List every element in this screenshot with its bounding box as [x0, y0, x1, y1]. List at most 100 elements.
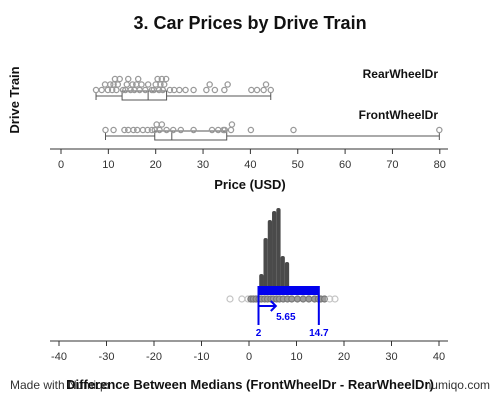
top-panel: Drive Train RearWheelDr FrontWheelDr 0 10… — [7, 66, 448, 192]
bootstrap-point — [299, 295, 307, 303]
data-point-rearwheeldr — [182, 86, 189, 94]
data-point-rearwheeldr — [104, 86, 112, 94]
data-point-frontwheeldr — [121, 126, 128, 134]
data-point-rearwheeldr — [260, 86, 267, 94]
data-point-rearwheeldr — [116, 75, 123, 83]
histogram-bar — [267, 220, 273, 292]
data-point-rearwheeldr — [129, 81, 136, 88]
data-point-frontwheeldr — [290, 126, 297, 134]
box-rearwheeldr — [95, 90, 272, 101]
bootstrap-point — [238, 295, 246, 303]
data-point-rearwheeldr — [267, 86, 275, 94]
x-tick-label-bottom: 40 — [433, 351, 445, 363]
data-point-frontwheeldr — [153, 121, 160, 128]
x-tick-label-bottom: -40 — [51, 351, 67, 363]
data-point-frontwheeldr — [158, 121, 166, 128]
bottom-panel: 2 5.65 14.7 -40 -30 -20 -10 0 10 20 30 40 — [50, 208, 448, 363]
x-tick-label-bottom: 30 — [385, 351, 397, 363]
x-axis-title-bottom: Difference Between Medians (FrontWheelDr… — [66, 377, 434, 392]
data-point-rearwheeldr — [203, 86, 210, 94]
x-tick-label-top: 30 — [197, 159, 209, 171]
data-point-rearwheeldr — [262, 81, 270, 88]
data-point-rearwheeldr — [119, 86, 127, 94]
data-point-rearwheeldr — [144, 81, 152, 88]
x-tick-label-bottom: -30 — [99, 351, 115, 363]
data-point-rearwheeldr — [176, 86, 183, 94]
top-plot-area — [92, 75, 443, 141]
x-tick-label-top: 10 — [102, 159, 114, 171]
data-point-rearwheeldr — [253, 86, 261, 94]
x-axis-ticks-bottom: -40 -30 -20 -10 0 10 20 30 40 — [51, 341, 445, 363]
bootstrap-point — [326, 295, 334, 303]
data-point-rearwheeldr — [124, 75, 132, 83]
data-point-frontwheeldr — [221, 126, 229, 134]
data-point-rearwheeldr — [211, 86, 219, 94]
x-tick-label-bottom: 20 — [338, 351, 350, 363]
data-point-rearwheeldr — [142, 86, 149, 94]
data-point-rearwheeldr — [127, 86, 134, 94]
data-point-rearwheeldr — [160, 81, 168, 88]
data-point-frontwheeldr — [148, 126, 156, 134]
bootstrap-point — [320, 295, 329, 303]
data-point-frontwheeldr — [227, 126, 235, 134]
data-point-rearwheeldr — [206, 81, 213, 88]
data-point-rearwheeldr — [158, 75, 166, 83]
data-point-rearwheeldr — [138, 81, 145, 88]
data-point-rearwheeldr — [166, 86, 174, 94]
ci-lower-label: 2 — [256, 328, 262, 339]
bootstrap-point — [288, 295, 296, 303]
data-point-frontwheeldr — [436, 126, 443, 134]
histogram-bar — [280, 256, 285, 292]
group-label-rearwheeldr: RearWheelDr — [363, 67, 439, 81]
data-point-rearwheeldr — [123, 81, 131, 88]
data-point-rearwheeldr — [154, 75, 161, 83]
data-point-frontwheeldr — [208, 126, 216, 134]
data-point-frontwheeldr — [102, 126, 109, 134]
data-point-frontwheeldr — [247, 126, 255, 134]
x-axis-title-top: Price (USD) — [214, 177, 286, 192]
data-point-rearwheeldr — [92, 86, 100, 94]
data-point-frontwheeldr — [144, 126, 151, 134]
data-point-frontwheeldr — [177, 126, 185, 134]
data-point-rearwheeldr — [248, 86, 255, 94]
data-point-frontwheeldr — [110, 126, 117, 134]
ci-upper-label: 14.7 — [309, 328, 329, 339]
estimate-arrow-head — [270, 300, 278, 312]
chart-title: 3. Car Prices by Drive Train — [133, 13, 366, 33]
bootstrap-point — [331, 295, 339, 303]
histogram-bar — [276, 208, 281, 292]
data-point-frontwheeldr — [190, 126, 197, 134]
histogram-bar — [263, 238, 268, 292]
histogram-bar — [272, 211, 277, 292]
data-point-rearwheeldr — [134, 75, 142, 83]
data-point-frontwheeldr — [156, 126, 163, 134]
data-point-rearwheeldr — [221, 86, 228, 94]
data-point-frontwheeldr — [228, 121, 236, 128]
x-tick-label-top: 70 — [386, 159, 398, 171]
x-tick-label-top: 40 — [244, 159, 256, 171]
iqr-box — [121, 90, 168, 101]
x-tick-label-bottom: 0 — [246, 351, 252, 363]
x-tick-label-top: 60 — [339, 159, 351, 171]
x-tick-label-bottom: -10 — [194, 351, 210, 363]
x-tick-label-bottom: -20 — [146, 351, 162, 363]
estimate-label: 5.65 — [276, 312, 296, 323]
ci-bar — [258, 286, 319, 295]
histogram-bar — [284, 262, 290, 292]
y-axis-title: Drive Train — [7, 66, 22, 133]
footer-right: numiqo.com — [425, 378, 490, 392]
data-point-rearwheeldr — [101, 81, 109, 88]
data-point-rearwheeldr — [98, 86, 105, 94]
x-axis-ticks-top: 0 10 20 30 40 50 60 70 80 — [58, 149, 446, 171]
x-tick-label-top: 0 — [58, 159, 64, 171]
data-point-rearwheeldr — [190, 86, 197, 94]
data-point-frontwheeldr — [163, 126, 170, 134]
x-tick-label-bottom: 10 — [290, 351, 302, 363]
x-tick-label-top: 20 — [150, 159, 162, 171]
x-tick-label-top: 80 — [434, 159, 446, 171]
data-point-frontwheeldr — [169, 126, 177, 134]
data-point-rearwheeldr — [224, 81, 231, 88]
footer-left: Made with Numiqo — [10, 378, 110, 392]
data-point-frontwheeldr — [130, 126, 137, 134]
